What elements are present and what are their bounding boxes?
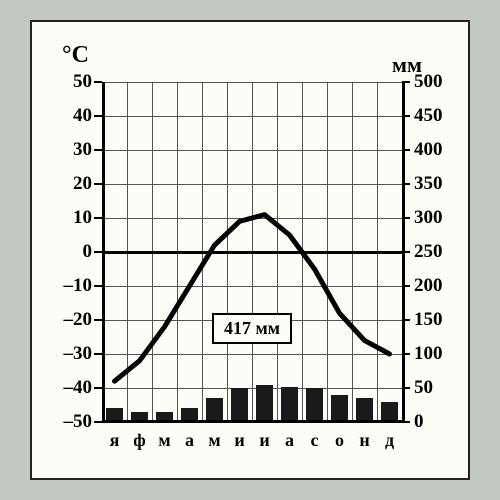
label-left: –50 — [32, 411, 92, 433]
tick-left — [94, 183, 102, 185]
label-left: 40 — [32, 105, 92, 127]
total-precip-annotation: 417 мм — [212, 313, 292, 344]
label-left: 0 — [32, 241, 92, 263]
label-left: 30 — [32, 139, 92, 161]
month-label: м — [152, 430, 177, 451]
month-label: а — [177, 430, 202, 451]
tick-right — [402, 251, 410, 253]
tick-left — [94, 387, 102, 389]
month-label: ф — [127, 430, 152, 451]
tick-left — [94, 217, 102, 219]
tick-left — [94, 319, 102, 321]
label-left: 20 — [32, 173, 92, 195]
month-label: и — [252, 430, 277, 451]
label-left: –20 — [32, 309, 92, 331]
label-right: 450 — [414, 105, 464, 127]
tick-left — [94, 149, 102, 151]
tick-left — [94, 115, 102, 117]
label-right: 50 — [414, 377, 464, 399]
tick-left — [94, 251, 102, 253]
label-right: 0 — [414, 411, 464, 433]
label-left: 50 — [32, 71, 92, 93]
tick-right — [402, 353, 410, 355]
month-label: и — [227, 430, 252, 451]
tick-right — [402, 183, 410, 185]
tick-right — [402, 217, 410, 219]
tick-right — [402, 387, 410, 389]
label-right: 400 — [414, 139, 464, 161]
zero-line — [102, 251, 405, 254]
tick-left — [94, 285, 102, 287]
tick-right — [402, 421, 410, 423]
unit-celsius: °C — [62, 42, 89, 69]
climate-chart: °C мм 50403020100–10–20–30–40–5050045040… — [30, 20, 470, 480]
tick-right — [402, 319, 410, 321]
month-label: о — [327, 430, 352, 451]
axis-bottom — [102, 420, 405, 423]
month-label: а — [277, 430, 302, 451]
tick-left — [94, 81, 102, 83]
label-right: 300 — [414, 207, 464, 229]
label-right: 150 — [414, 309, 464, 331]
label-right: 350 — [414, 173, 464, 195]
tick-right — [402, 81, 410, 83]
month-label: с — [302, 430, 327, 451]
tick-right — [402, 285, 410, 287]
label-left: 10 — [32, 207, 92, 229]
tick-right — [402, 115, 410, 117]
label-right: 500 — [414, 71, 464, 93]
label-right: 100 — [414, 343, 464, 365]
tick-left — [94, 353, 102, 355]
month-label: я — [102, 430, 127, 451]
month-label: м — [202, 430, 227, 451]
label-right: 250 — [414, 241, 464, 263]
label-left: –10 — [32, 275, 92, 297]
month-label: д — [377, 430, 402, 451]
label-left: –40 — [32, 377, 92, 399]
tick-left — [94, 421, 102, 423]
tick-right — [402, 149, 410, 151]
label-right: 200 — [414, 275, 464, 297]
label-left: –30 — [32, 343, 92, 365]
month-label: н — [352, 430, 377, 451]
